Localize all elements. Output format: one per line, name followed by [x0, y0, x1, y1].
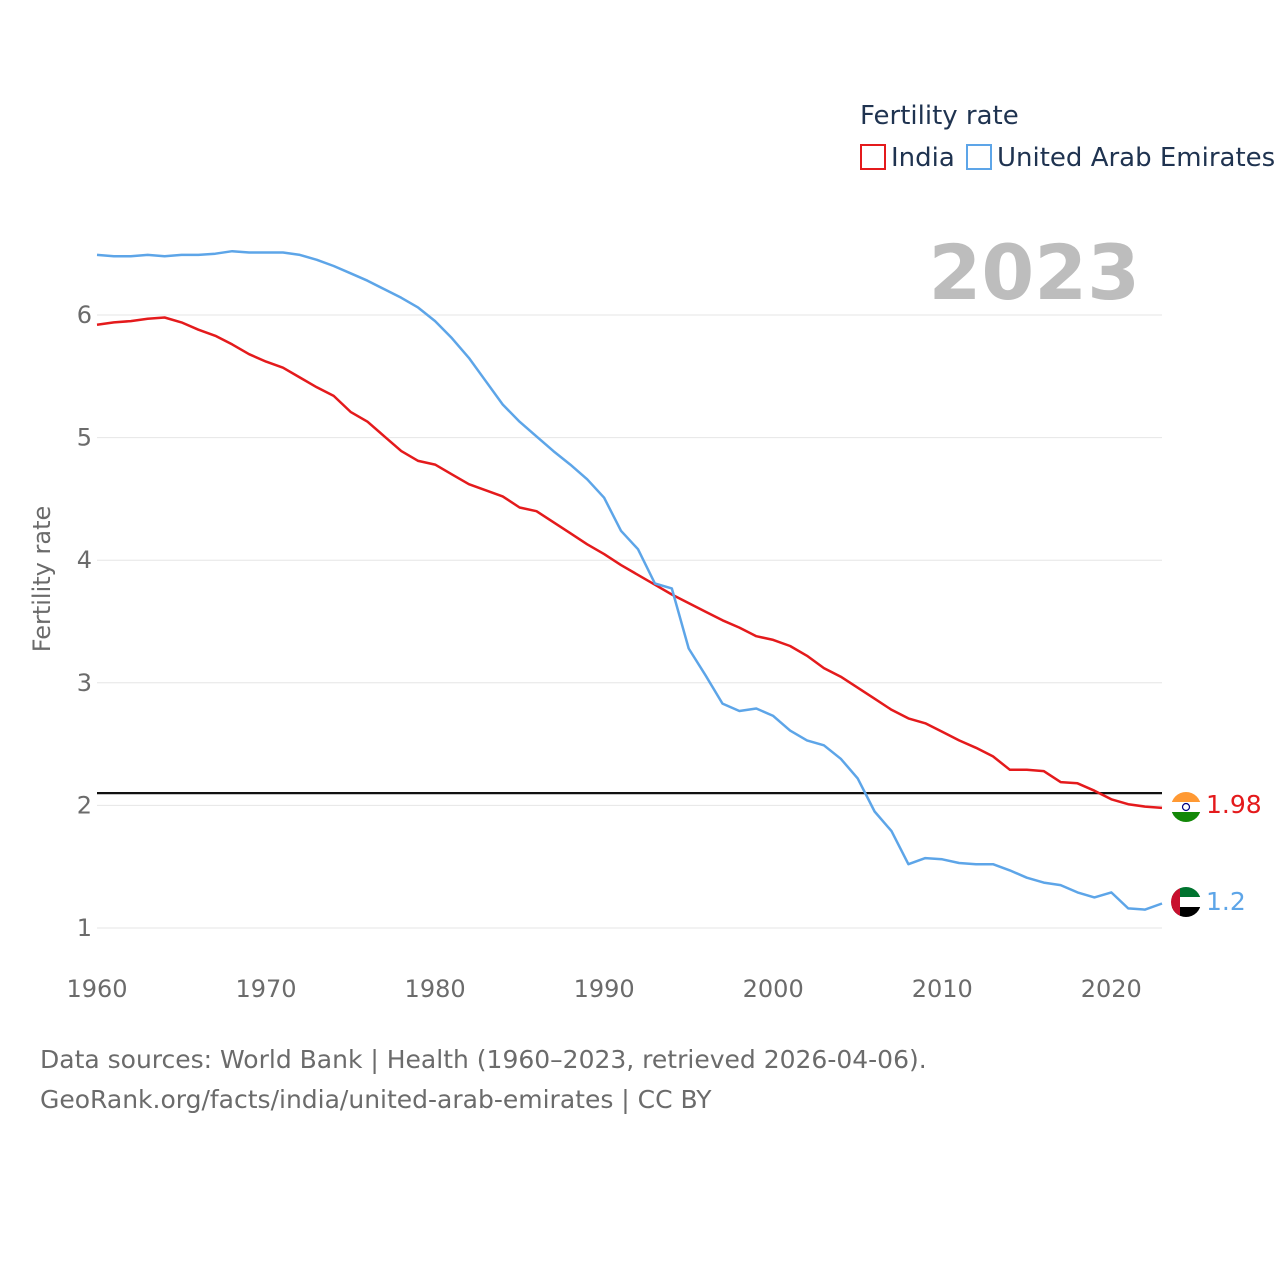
y-axis-ticks: 1 2 3 4 5 6	[77, 301, 92, 942]
uae-end-marker: 1.2	[1171, 887, 1246, 917]
x-tick-label: 1980	[405, 975, 466, 1003]
series-lines	[96, 249, 1163, 911]
india-end-value: 1.98	[1206, 790, 1262, 819]
y-tick-label: 6	[77, 301, 92, 329]
x-tick-label: 2000	[743, 975, 804, 1003]
legend-swatch-uae	[966, 144, 992, 170]
india-flag-icon	[1171, 792, 1201, 822]
year-label: 2023	[928, 228, 1140, 317]
x-tick-label: 2010	[912, 975, 973, 1003]
x-tick-label: 1960	[66, 975, 127, 1003]
y-tick-label: 3	[77, 669, 92, 697]
x-tick-label: 2020	[1081, 975, 1142, 1003]
y-axis-label: Fertility rate	[28, 506, 56, 653]
y-tick-label: 1	[77, 914, 92, 942]
legend-item-uae[interactable]: United Arab Emirates	[966, 143, 1275, 173]
y-tick-label: 5	[77, 424, 92, 452]
legend-label-india: India	[891, 143, 955, 173]
legend-item-india[interactable]: India	[860, 143, 955, 173]
india-end-marker: 1.98	[1171, 790, 1262, 822]
series-line-uae[interactable]	[96, 249, 1163, 911]
y-tick-label: 4	[77, 546, 92, 574]
y-tick-label: 2	[77, 791, 92, 819]
legend-label-uae: United Arab Emirates	[997, 143, 1275, 173]
gridlines	[97, 314, 1162, 929]
series-line-india[interactable]	[96, 316, 1163, 810]
uae-flag-icon	[1171, 887, 1201, 917]
data-source-text: Data sources: World Bank | Health (1960–…	[40, 1045, 927, 1074]
legend-swatch-india	[860, 144, 886, 170]
uae-end-value: 1.2	[1206, 887, 1246, 916]
legend-title: Fertility rate	[860, 101, 1019, 131]
x-tick-label: 1970	[236, 975, 297, 1003]
source-url-text[interactable]: GeoRank.org/facts/india/united-arab-emir…	[40, 1085, 712, 1114]
x-axis-ticks: 1960 1970 1980 1990 2000 2010 2020	[66, 975, 1141, 1003]
x-tick-label: 1990	[574, 975, 635, 1003]
